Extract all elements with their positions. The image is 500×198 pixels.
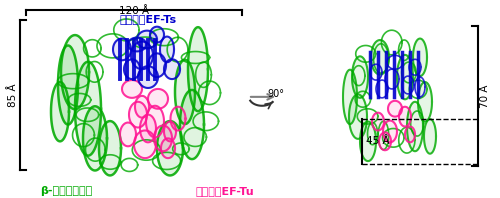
Polygon shape <box>99 121 121 175</box>
Polygon shape <box>135 96 149 118</box>
Polygon shape <box>413 39 427 76</box>
Text: 翻訳因子EF-Ts: 翻訳因子EF-Ts <box>120 14 176 24</box>
Polygon shape <box>134 130 156 158</box>
Polygon shape <box>388 101 402 117</box>
Polygon shape <box>131 42 153 69</box>
Polygon shape <box>379 132 391 150</box>
Polygon shape <box>128 38 146 51</box>
Polygon shape <box>349 94 367 139</box>
Polygon shape <box>407 102 423 151</box>
Polygon shape <box>360 122 376 161</box>
Polygon shape <box>164 122 176 141</box>
Polygon shape <box>424 119 436 154</box>
Polygon shape <box>75 62 101 156</box>
Polygon shape <box>352 56 368 98</box>
Polygon shape <box>154 126 172 151</box>
Polygon shape <box>160 37 174 62</box>
Polygon shape <box>157 121 183 175</box>
Polygon shape <box>343 70 357 124</box>
Polygon shape <box>150 27 164 43</box>
Polygon shape <box>397 55 413 99</box>
Polygon shape <box>170 107 186 130</box>
Text: 45 Å: 45 Å <box>366 136 390 146</box>
Polygon shape <box>371 40 389 75</box>
Polygon shape <box>188 27 208 111</box>
Polygon shape <box>180 90 204 159</box>
Polygon shape <box>129 102 147 128</box>
Text: 90°: 90° <box>267 89 284 99</box>
Polygon shape <box>113 39 131 60</box>
Polygon shape <box>140 115 156 142</box>
Polygon shape <box>175 60 195 124</box>
Polygon shape <box>138 66 158 88</box>
Polygon shape <box>148 89 168 109</box>
Polygon shape <box>148 53 166 77</box>
Polygon shape <box>137 31 157 49</box>
Polygon shape <box>399 107 411 127</box>
Polygon shape <box>418 82 432 122</box>
Polygon shape <box>61 35 89 109</box>
Polygon shape <box>124 59 140 79</box>
Text: 120 Å: 120 Å <box>119 6 149 16</box>
Text: β-サブユニット: β-サブユニット <box>40 186 92 196</box>
Text: 85 Å: 85 Å <box>8 83 18 107</box>
Polygon shape <box>372 113 384 130</box>
Polygon shape <box>383 121 397 142</box>
Polygon shape <box>120 123 136 146</box>
Polygon shape <box>58 46 78 125</box>
Text: 翻訳因子EF-Tu: 翻訳因子EF-Tu <box>195 186 254 196</box>
Polygon shape <box>164 59 180 79</box>
Polygon shape <box>146 106 164 137</box>
Text: 70 Å: 70 Å <box>480 84 490 108</box>
Polygon shape <box>161 138 175 158</box>
Polygon shape <box>83 106 107 170</box>
Polygon shape <box>51 82 69 141</box>
Polygon shape <box>122 80 142 98</box>
Polygon shape <box>405 127 415 142</box>
